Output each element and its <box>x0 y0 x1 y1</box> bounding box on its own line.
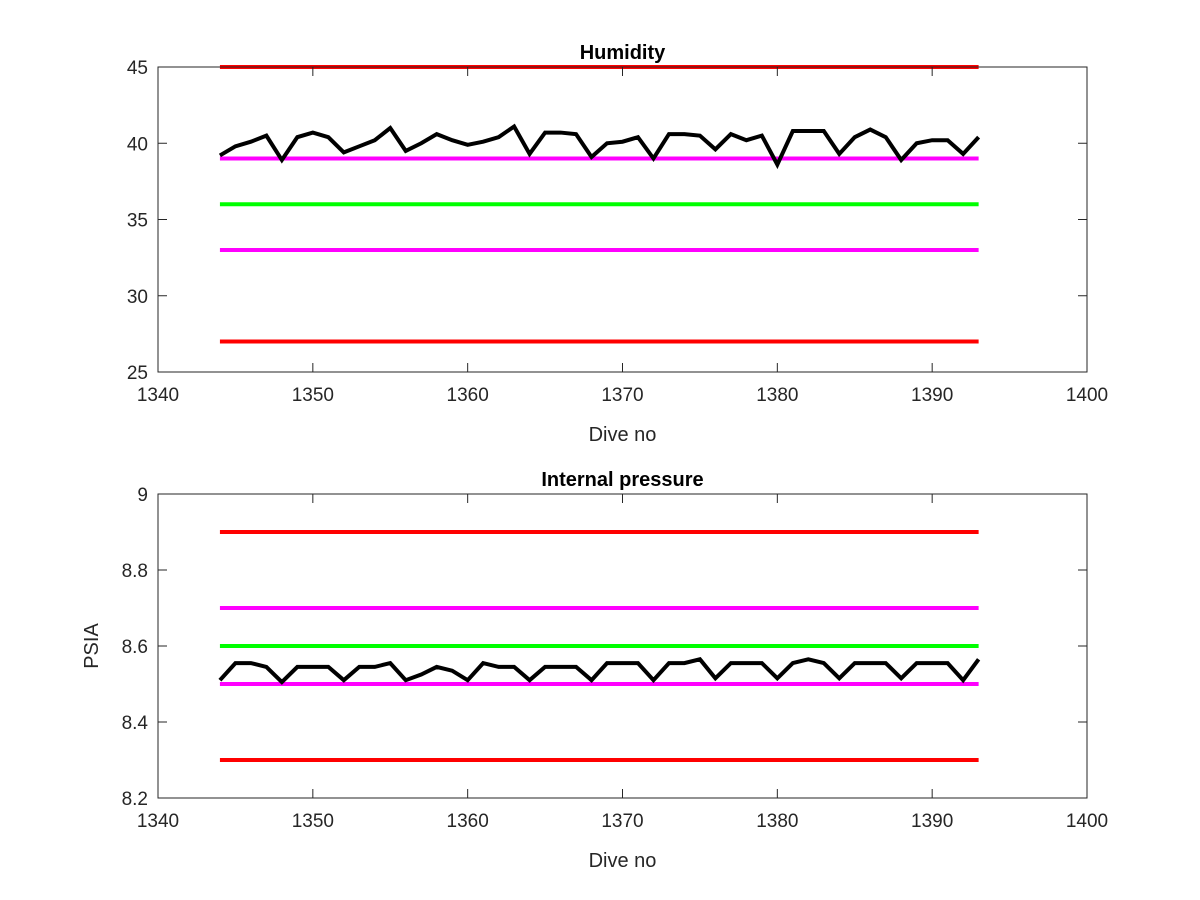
y-tick-label: 8.8 <box>122 561 148 582</box>
x-axis-label: Dive no <box>589 850 657 872</box>
x-tick-label: 1390 <box>911 385 953 406</box>
x-tick-label: 1350 <box>292 811 334 832</box>
plot-area <box>158 67 1087 372</box>
x-tick-label: 1370 <box>601 385 643 406</box>
x-tick-label: 1340 <box>137 385 179 406</box>
chart-title: Internal pressure <box>541 469 703 491</box>
x-tick-label: 1390 <box>911 811 953 832</box>
x-tick-label: 1370 <box>601 811 643 832</box>
y-tick-label: 40 <box>127 134 148 155</box>
y-tick-label: 25 <box>127 363 148 384</box>
x-tick-label: 1380 <box>756 385 798 406</box>
x-tick-label: 1340 <box>137 811 179 832</box>
y-tick-label: 8.2 <box>122 789 148 810</box>
y-axis-label: PSIA <box>81 623 103 669</box>
y-tick-label: 8.6 <box>122 637 148 658</box>
x-axis-label: Dive no <box>589 424 657 446</box>
y-tick-label: 30 <box>127 287 148 308</box>
x-tick-label: 1400 <box>1066 385 1108 406</box>
chart-panel-2: 1340 1350 1360 1370 1380 1390 1400 8.2 8.4 8.6 8.8… <box>81 469 1108 872</box>
chart-title: Humidity <box>580 42 666 64</box>
y-tick-label: 8.4 <box>122 713 149 734</box>
measured-series-line <box>218 123 981 170</box>
y-tick-label: 45 <box>127 58 148 79</box>
x-tick-label: 1360 <box>447 811 489 832</box>
measured-series-line <box>218 657 981 685</box>
chart-panel-1: 1340 1350 1360 1370 1380 1390 1400 25 30 35 40 45 Hu… <box>127 42 1108 446</box>
x-tick-label: 1380 <box>756 811 798 832</box>
y-tick-label: 35 <box>127 211 148 232</box>
x-tick-label: 1360 <box>447 385 489 406</box>
x-tick-label: 1350 <box>292 385 334 406</box>
y-tick-label: 9 <box>137 485 148 506</box>
x-tick-label: 1400 <box>1066 811 1108 832</box>
